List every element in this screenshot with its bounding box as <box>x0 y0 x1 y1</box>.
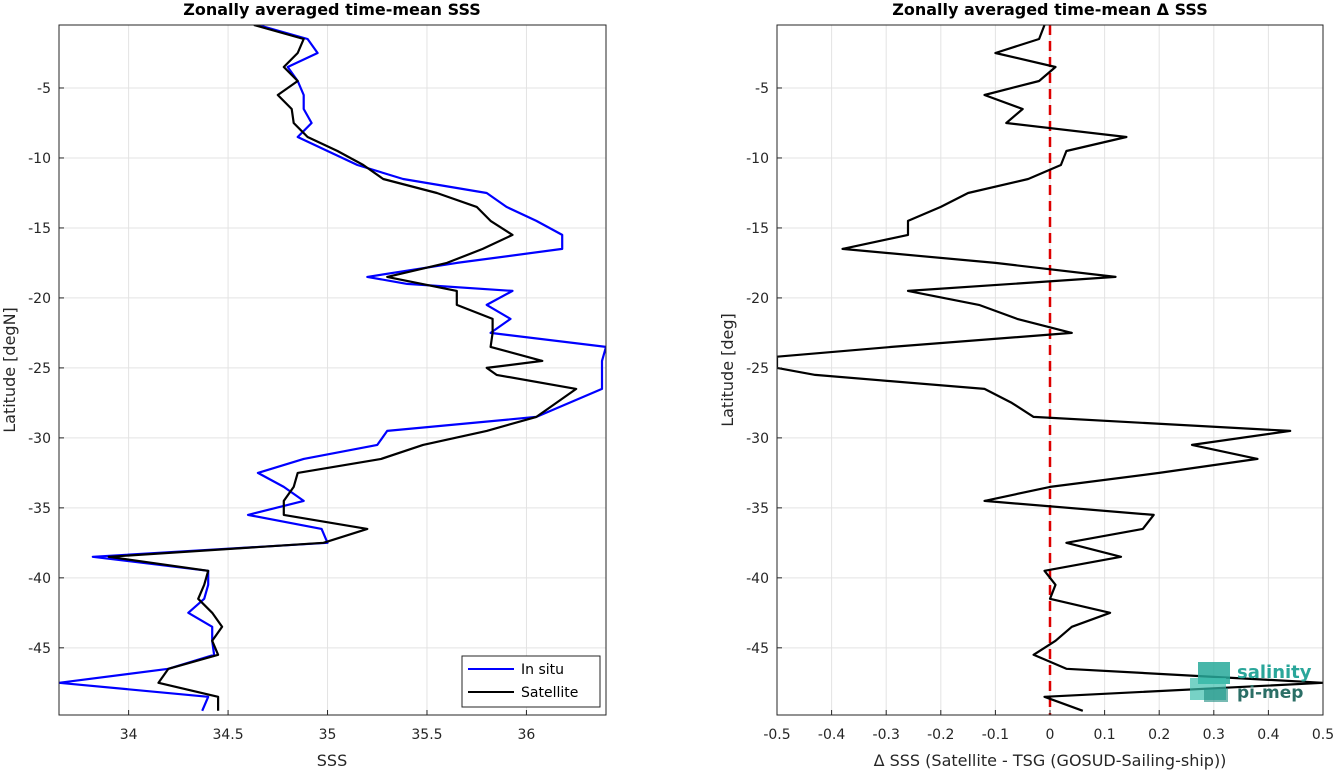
left-y-tick-label: -20 <box>28 291 51 307</box>
left-y-tick-label: -5 <box>37 81 51 97</box>
right-x-tick-label: 0.3 <box>1203 727 1225 743</box>
right-series-lines <box>777 25 1323 715</box>
right-y-tick-label: -30 <box>746 431 769 447</box>
left-chart-title: Zonally averaged time-mean SSS <box>183 0 481 19</box>
left-gridlines <box>59 25 606 715</box>
right-x-tick-label: -0.2 <box>927 727 954 743</box>
left-series-line-satellite <box>107 25 578 711</box>
legend-label-in-situ: In situ <box>521 662 564 678</box>
right-x-tick-label: -0.3 <box>873 727 900 743</box>
right-x-tick-label: 0.5 <box>1312 727 1334 743</box>
left-series-line-in-situ <box>59 25 606 712</box>
left-x-tick-label: 34.5 <box>212 727 243 743</box>
right-x-tick-label: 0.4 <box>1257 727 1279 743</box>
right-x-tick-label: -0.5 <box>763 727 790 743</box>
right-y-tick-label: -45 <box>746 641 769 657</box>
right-chart: Zonally averaged time-mean Δ SSS -0.5 -0.… <box>718 0 1334 770</box>
legend-label-satellite: Satellite <box>521 685 578 701</box>
legend-box <box>461 655 601 708</box>
right-y-tick-label: -25 <box>746 361 769 377</box>
left-x-tick-label: 36 <box>518 727 536 743</box>
logo-text-salinity: salinity <box>1237 662 1312 683</box>
left-y-tick-label: -35 <box>28 501 51 517</box>
left-x-tick-label: 35 <box>319 727 337 743</box>
left-tick-marks: 34 34.5 35 35.5 36 -5 -10 -15 -20 -25 -30 -35 -40 -45 <box>28 81 535 743</box>
right-x-axis-label: Δ SSS (Satellite - TSG (GOSUD-Sailing-sh… <box>874 751 1227 770</box>
left-x-tick-label: 34 <box>120 727 138 743</box>
logo-text-pi-mep: pi-mep <box>1237 683 1303 703</box>
right-y-tick-label: -5 <box>755 81 769 97</box>
left-y-tick-label: -40 <box>28 571 51 587</box>
right-y-axis-label: Latitude [deg] <box>718 313 737 427</box>
left-y-tick-label: -10 <box>28 151 51 167</box>
salinity-pi-mep-logo: salinity pi-mep <box>1190 662 1312 703</box>
right-y-tick-label: -40 <box>746 571 769 587</box>
left-y-axis-label: Latitude [degN] <box>0 307 19 433</box>
right-y-tick-label: -10 <box>746 151 769 167</box>
right-x-tick-label: -0.4 <box>818 727 845 743</box>
left-y-tick-label: -15 <box>28 221 51 237</box>
right-y-tick-label: -35 <box>746 501 769 517</box>
left-plot-area <box>59 25 606 715</box>
right-x-tick-label: 0.2 <box>1148 727 1170 743</box>
left-x-tick-label: 35.5 <box>411 727 442 743</box>
right-series-line-0 <box>777 25 1323 712</box>
right-x-tick-label: 0 <box>1046 727 1055 743</box>
left-chart: Zonally averaged time-mean SSS 34 34.5 35 3… <box>0 0 607 770</box>
legend: In situ Satellite <box>461 655 601 708</box>
right-y-tick-label: -20 <box>746 291 769 307</box>
right-tick-marks: -0.5 -0.4 -0.3 -0.2 -0.1 0 0.1 0.2 0.3 0.4 0.5 -5 -1… <box>746 81 1334 743</box>
left-x-axis-label: SSS <box>317 751 347 770</box>
left-series-lines <box>59 25 606 712</box>
left-plot-frame <box>58 24 607 716</box>
logo-mark-icon <box>1190 662 1230 702</box>
right-y-tick-label: -15 <box>746 221 769 237</box>
right-x-tick-label: 0.1 <box>1093 727 1115 743</box>
left-y-tick-label: -30 <box>28 431 51 447</box>
left-y-tick-label: -25 <box>28 361 51 377</box>
right-x-tick-label: -0.1 <box>982 727 1009 743</box>
right-chart-title: Zonally averaged time-mean Δ SSS <box>892 0 1208 19</box>
left-y-tick-label: -45 <box>28 641 51 657</box>
